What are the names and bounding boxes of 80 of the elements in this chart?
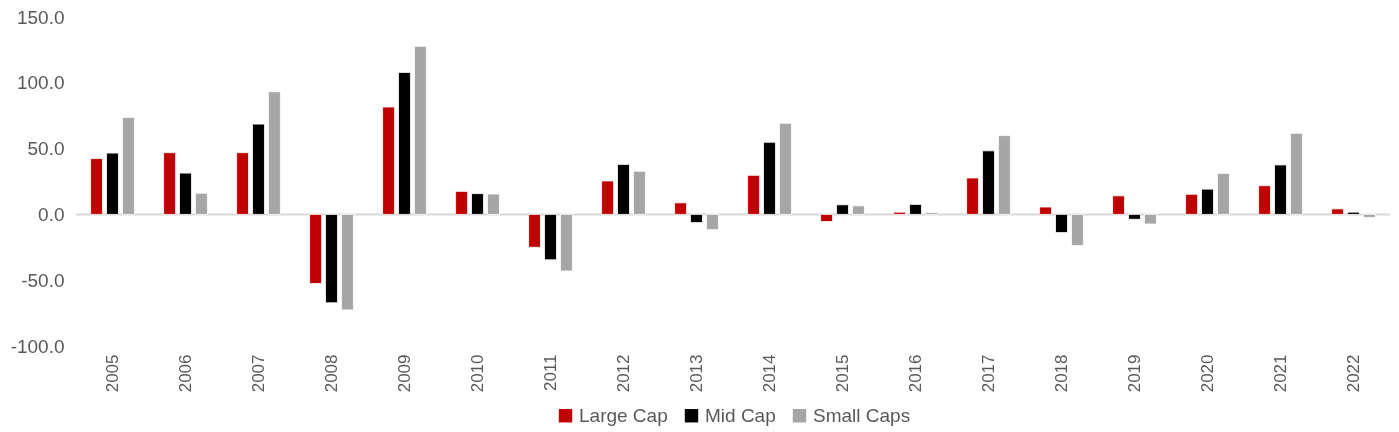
bar [325, 214, 338, 304]
bar [763, 141, 776, 215]
legend-label: Small Caps [813, 404, 911, 426]
bar [179, 172, 192, 215]
y-tick-label: 50.0 [27, 138, 65, 160]
x-tick-label: 2020 [1197, 354, 1217, 393]
bar [455, 190, 468, 215]
bar [1217, 173, 1230, 215]
bar [966, 177, 979, 215]
x-tick-label: 2005 [102, 354, 122, 393]
bar [1347, 211, 1360, 215]
bar [560, 214, 573, 272]
x-tick-label: 2012 [613, 354, 633, 393]
bar [1331, 208, 1344, 215]
bar [195, 192, 208, 215]
bar [893, 211, 906, 215]
bar [909, 204, 922, 215]
bar [1144, 214, 1157, 225]
y-tick-label: 100.0 [16, 72, 65, 94]
x-tick-label: 2021 [1270, 354, 1290, 393]
bar [1112, 195, 1125, 215]
legend-label: Large Cap [579, 404, 668, 426]
bar [1128, 214, 1141, 220]
x-tick-label: 2014 [759, 354, 779, 393]
x-tick-label: 2008 [321, 354, 341, 393]
y-tick-label: -100.0 [10, 335, 65, 357]
x-tick-label: 2010 [467, 354, 487, 393]
bar [487, 193, 500, 215]
bar [601, 180, 614, 215]
x-tick-label: 2022 [1343, 354, 1363, 393]
y-tick-label: 0.0 [38, 203, 65, 225]
bar [398, 72, 411, 215]
x-tick-label: 2019 [1124, 354, 1144, 393]
bar [674, 202, 687, 215]
bar [309, 214, 322, 284]
bar [163, 152, 176, 215]
bar [1363, 214, 1376, 218]
bar [236, 152, 249, 215]
bar [820, 214, 833, 222]
bar [122, 117, 135, 215]
bar [747, 174, 760, 215]
y-tick-label: 150.0 [16, 6, 65, 28]
bar [1185, 193, 1198, 215]
bar [1290, 132, 1303, 215]
x-tick-label: 2011 [540, 354, 560, 392]
bar [1071, 214, 1084, 246]
bar [1055, 214, 1068, 233]
bar [852, 205, 865, 215]
bar [1258, 185, 1271, 215]
x-tick-label: 2007 [248, 354, 268, 393]
x-tick-label: 2017 [978, 354, 998, 393]
x-tick-label: 2006 [175, 354, 195, 393]
bar [544, 214, 557, 261]
bar [528, 214, 541, 248]
x-tick-label: 2018 [1051, 354, 1071, 393]
bar [706, 214, 719, 231]
bar [1039, 206, 1052, 215]
bar [414, 45, 427, 215]
bar [106, 152, 119, 215]
x-tick-label: 2016 [905, 354, 925, 393]
bar [779, 122, 792, 215]
x-tick-label: 2009 [394, 354, 414, 393]
bar [252, 123, 265, 215]
bar [268, 91, 281, 215]
bar [617, 163, 630, 215]
legend-label: Mid Cap [705, 404, 776, 426]
bar [1274, 164, 1287, 215]
bar [982, 150, 995, 215]
bar [633, 170, 646, 215]
x-tick-label: 2015 [832, 354, 852, 393]
x-tick-label: 2013 [686, 354, 706, 393]
y-tick-label: -50.0 [21, 269, 65, 291]
bar [382, 106, 395, 215]
bar [836, 204, 849, 215]
bar [1201, 188, 1214, 215]
bar [690, 214, 703, 223]
bar [998, 135, 1011, 215]
bar [341, 214, 354, 311]
bar [90, 158, 103, 215]
bar [471, 193, 484, 215]
